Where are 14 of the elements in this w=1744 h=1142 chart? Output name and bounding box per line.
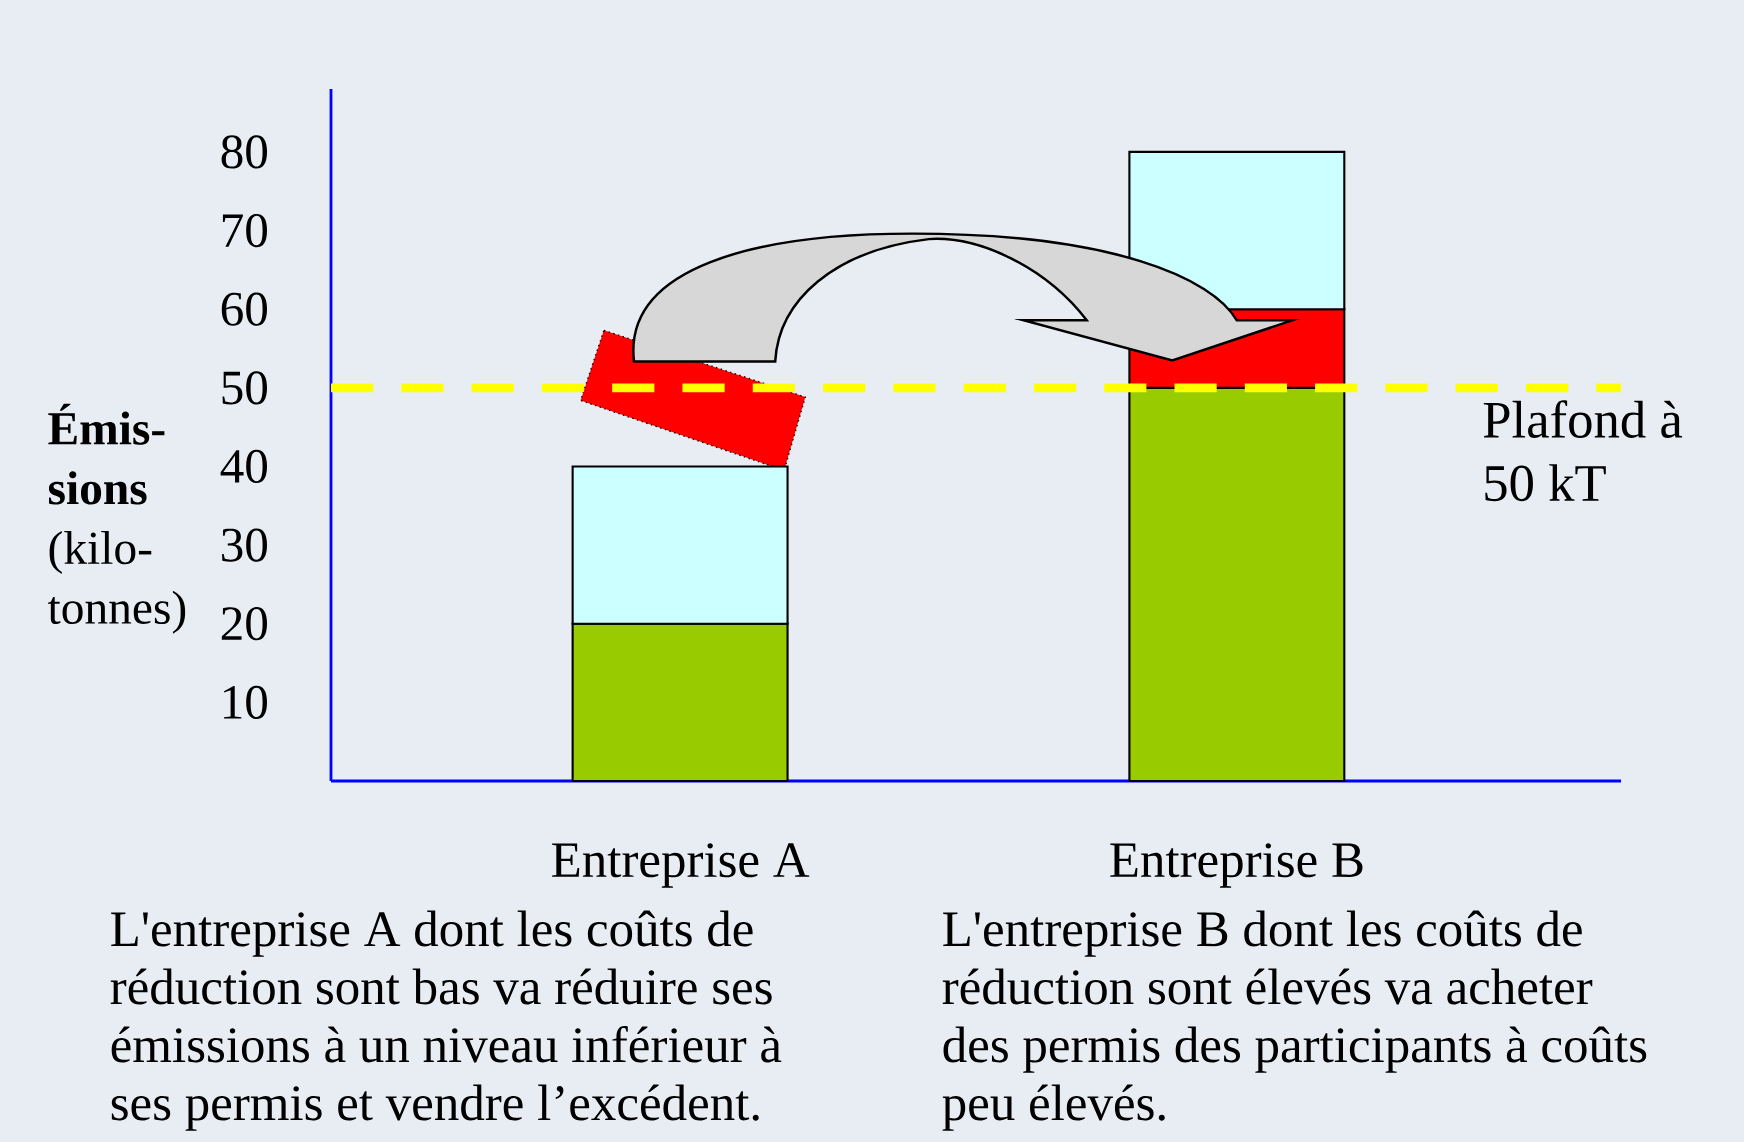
y-tick-label: 50	[222, 371, 267, 405]
y-tick-label: 80	[221, 135, 267, 169]
y-tick-label: 70	[222, 213, 267, 248]
y-tick-label: 20	[221, 607, 267, 641]
text: L'entreprise B dont les coûts de réduction sont élevés va acheter des permis des participants à coûts peu élevés.	[942, 910, 1647, 1131]
text: L'entreprise A dont les coûts de réduction sont bas va réduire ses émissions à un niveau inférieur à ses permis et vendre l’excédent.	[110, 910, 782, 1131]
y-axis-title: Émis-sions (kilo-tonnes)	[47, 403, 186, 634]
y-tick-label: 60	[221, 292, 267, 326]
y-tick-label: 40	[220, 449, 267, 484]
x-tick-label: Entreprise A	[552, 843, 810, 888]
ref-line-label: Plafond à 50 kT	[1483, 400, 1683, 502]
y-tick-label: 10	[223, 685, 267, 719]
y-tick-label: 30	[222, 528, 267, 562]
x-tick-label: Entreprise B	[1110, 843, 1363, 888]
